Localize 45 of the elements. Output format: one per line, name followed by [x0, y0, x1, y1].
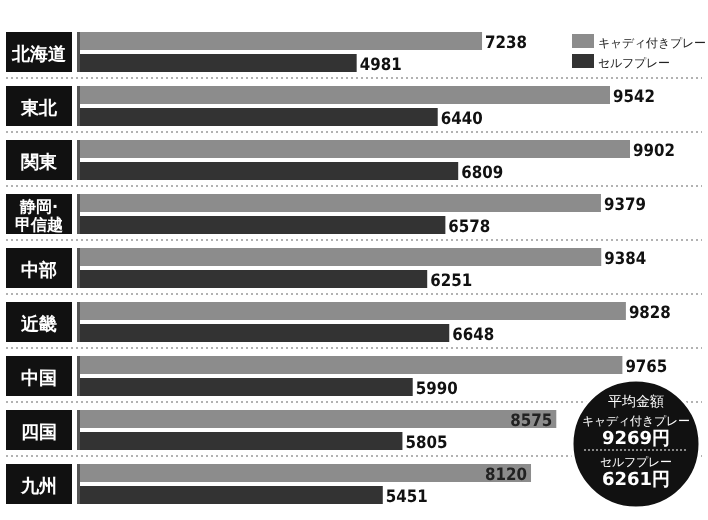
data-label: 9902: [633, 142, 681, 162]
data-label: 6809: [461, 164, 509, 184]
data-label: 9384: [604, 250, 652, 270]
bar: [80, 216, 446, 234]
data-label: 7238: [485, 34, 533, 54]
data-label: 8120: [485, 466, 533, 486]
bar: [80, 54, 357, 72]
data-label: 9379: [603, 196, 652, 216]
bar: [80, 270, 428, 288]
y-tick-label: 関東: [21, 152, 59, 174]
bar: [80, 162, 459, 180]
bar: [80, 378, 413, 396]
data-label: 6251: [430, 272, 478, 292]
data-label: 8575: [510, 412, 558, 432]
y-tick-label: 中国: [21, 368, 57, 390]
bar: [80, 432, 403, 450]
bar: [80, 108, 438, 126]
bar: [80, 32, 483, 50]
bar: [80, 410, 557, 428]
bar: [80, 86, 610, 104]
data-label: 9765: [625, 358, 673, 378]
data-label: 9828: [628, 304, 677, 324]
y-tick-label: 中部: [21, 260, 57, 282]
data-label: 6648: [452, 326, 500, 346]
y-tick-label: 東北: [19, 98, 59, 120]
bar: [80, 302, 626, 320]
bar: [80, 356, 623, 374]
bar: [80, 248, 602, 266]
data-label: 6578: [448, 218, 496, 238]
data-label: 9542: [613, 88, 661, 108]
data-label: 5451: [385, 488, 434, 508]
bar: [80, 464, 532, 482]
data-label: 5990: [415, 380, 464, 400]
data-label: 4981: [359, 56, 408, 76]
y-tick-label: 静岡·甲信越: [15, 198, 63, 234]
bar: [80, 324, 450, 342]
data-label: 5805: [405, 434, 453, 454]
y-tick-label: 四国: [21, 422, 57, 444]
y-tick-label: 近畿: [19, 314, 57, 336]
bar: [80, 486, 383, 504]
y-tick-label: 九州: [19, 476, 57, 498]
bar: [80, 140, 630, 158]
y-tick-label: 北海道: [10, 44, 68, 66]
data-label: 6440: [440, 110, 489, 130]
bar: [80, 194, 601, 212]
